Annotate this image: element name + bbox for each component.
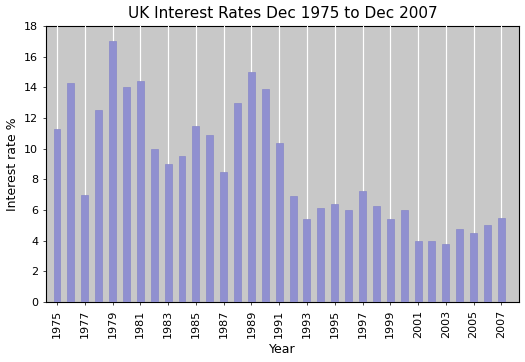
Bar [443, 244, 449, 302]
Bar [484, 225, 491, 302]
Bar [95, 110, 102, 302]
Bar [373, 206, 380, 302]
Bar [359, 191, 366, 302]
Bar [276, 143, 282, 302]
Bar [234, 102, 241, 302]
Bar [387, 219, 394, 302]
Bar [137, 81, 144, 302]
Bar [123, 87, 130, 302]
Bar [109, 41, 116, 302]
Bar [248, 72, 255, 302]
Bar [151, 148, 158, 302]
Bar [262, 89, 269, 302]
Bar [331, 204, 338, 302]
Bar [67, 83, 75, 302]
Bar [470, 233, 477, 302]
Bar [318, 208, 324, 302]
Bar [345, 210, 352, 302]
Bar [428, 240, 435, 302]
Bar [290, 197, 297, 302]
Bar [165, 164, 172, 302]
Bar [456, 229, 463, 302]
Bar [192, 126, 200, 302]
Bar [401, 210, 407, 302]
X-axis label: Year: Year [269, 344, 296, 357]
Bar [415, 240, 422, 302]
Title: UK Interest Rates Dec 1975 to Dec 2007: UK Interest Rates Dec 1975 to Dec 2007 [128, 5, 437, 21]
Bar [206, 135, 213, 302]
Bar [54, 129, 60, 302]
Y-axis label: Interest rate %: Interest rate % [6, 117, 18, 211]
Bar [303, 219, 310, 302]
Bar [220, 172, 227, 302]
Bar [81, 194, 88, 302]
Bar [498, 218, 505, 302]
Bar [178, 156, 185, 302]
